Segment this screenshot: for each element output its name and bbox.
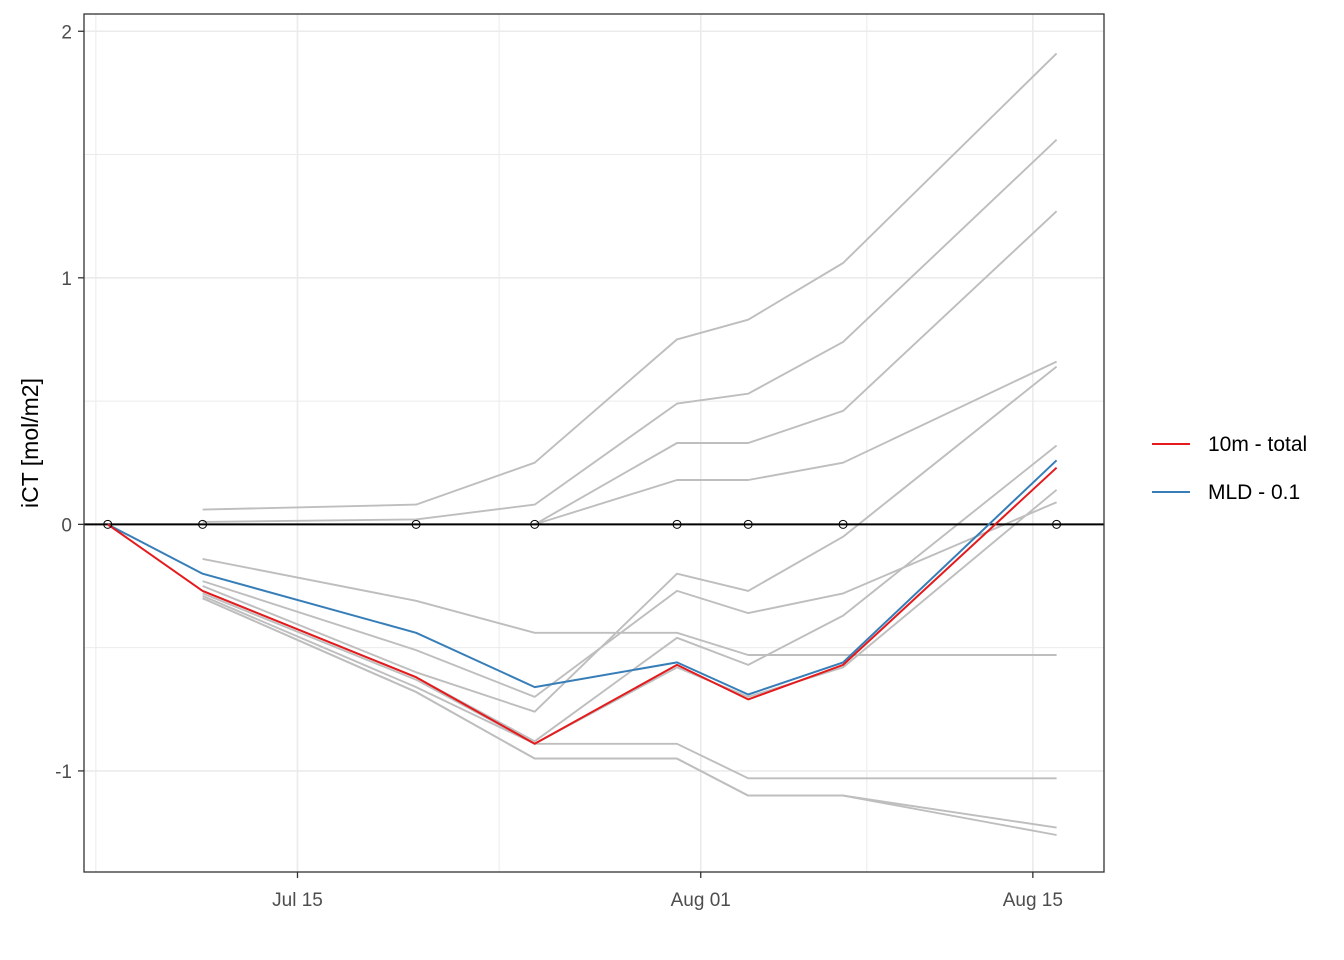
y-axis: -1 0 1 2 [55, 22, 84, 783]
zero-point-marker [411, 519, 421, 529]
background-series-line [202, 595, 1057, 780]
x-tick-label: Aug 15 [1003, 890, 1063, 911]
y-axis-title: iCT [mol/m2] [17, 378, 43, 508]
y-tick-label: 0 [61, 515, 72, 536]
zero-point-marker [1052, 519, 1062, 529]
y-tick-label: -1 [55, 762, 72, 783]
zero-point-marker [198, 519, 208, 529]
background-series-line [202, 52, 1058, 511]
background-series-line [202, 597, 1057, 836]
x-tick-label: Jul 15 [272, 890, 323, 911]
x-axis: Jul 15 Aug 01 Aug 15 [272, 872, 1063, 911]
y-tick-label: 1 [61, 269, 72, 290]
zero-point-marker [838, 519, 848, 529]
background-series-line [202, 557, 1057, 656]
background-series-line [534, 360, 1058, 526]
background-series-line [202, 365, 1058, 713]
zero-points-layer [103, 519, 1062, 529]
panel-border [83, 13, 1105, 873]
zero-point-marker [672, 519, 682, 529]
series-line [107, 459, 1058, 696]
legend-entry-label: MLD - 0.1 [1208, 481, 1300, 504]
background-series-line [202, 139, 1058, 523]
background-series-line [202, 501, 1057, 698]
y-tick-label: 2 [61, 22, 72, 43]
zero-point-marker [530, 519, 540, 529]
legend: 10m - total MLD - 0.1 [1152, 433, 1307, 504]
zero-point-marker [103, 519, 113, 529]
x-tick-label: Aug 01 [671, 890, 731, 911]
background-series-line [202, 489, 1058, 745]
legend-entry-label: 10m - total [1208, 433, 1307, 456]
zero-point-marker [743, 519, 753, 529]
highlighted-series-layer [107, 459, 1058, 745]
background-series-line [534, 210, 1058, 526]
series-line [107, 466, 1058, 745]
